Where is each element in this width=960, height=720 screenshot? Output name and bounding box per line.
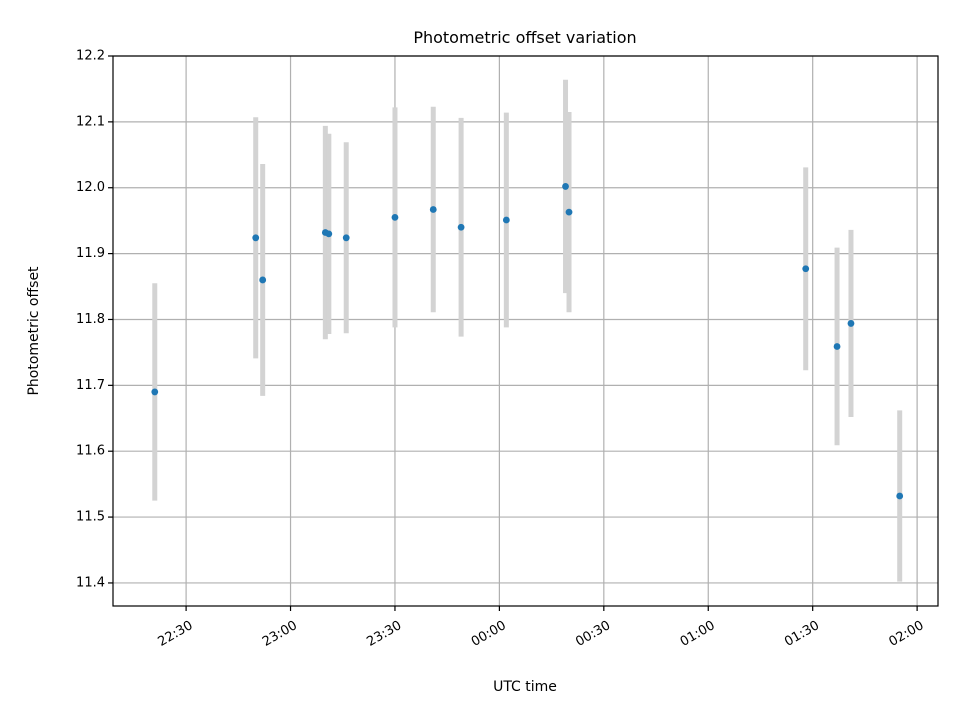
x-tick-label-0: 22:30 (156, 618, 196, 650)
chart-title: Photometric offset variation (413, 28, 636, 47)
data-point-13 (833, 343, 841, 350)
tick-layer: 22:30 23:00 23:30 00:00 00:30 01:00 01:30 02:00… (76, 49, 926, 650)
x-axis-label: UTC time (493, 679, 557, 695)
point-layer (151, 183, 904, 500)
data-point-11 (565, 208, 573, 216)
y-tick-label-5: 11.9 (76, 246, 105, 261)
data-point-4 (325, 230, 333, 238)
y-tick-label-8: 12.2 (76, 49, 105, 64)
y-tick-label-4: 11.8 (76, 312, 105, 327)
data-point-5 (342, 234, 350, 242)
x-tick-label-3: 00:00 (469, 618, 509, 650)
errorbar-layer (152, 79, 903, 582)
data-point-14 (847, 320, 855, 327)
data-point-10 (562, 183, 569, 190)
x-tick-label-2: 23:30 (364, 618, 404, 650)
x-tick-label-4: 00:30 (573, 618, 613, 650)
data-point-15 (896, 492, 904, 500)
y-tick-label-1: 11.5 (76, 510, 105, 525)
data-point-6 (391, 213, 399, 221)
y-tick-label-2: 11.6 (76, 444, 105, 459)
x-tick-label-6: 01:30 (782, 618, 822, 650)
data-point-2 (259, 276, 267, 284)
x-tick-label-1: 23:00 (260, 618, 300, 650)
y-axis-label: Photometric offset (26, 266, 42, 396)
data-point-0 (151, 388, 159, 396)
data-point-12 (802, 265, 810, 273)
data-point-7 (429, 206, 437, 213)
y-tick-label-0: 11.4 (76, 575, 105, 590)
data-point-1 (252, 234, 260, 242)
plot-frame (112, 55, 939, 607)
y-tick-label-7: 12.1 (76, 114, 105, 129)
data-point-8 (457, 223, 465, 231)
data-point-9 (502, 216, 510, 224)
x-tick-label-7: 02:00 (887, 618, 927, 650)
x-tick-label-5: 01:00 (678, 618, 718, 650)
grid-layer (113, 55, 938, 606)
y-tick-label-6: 12.0 (76, 180, 105, 195)
y-tick-label-3: 11.7 (76, 378, 105, 393)
